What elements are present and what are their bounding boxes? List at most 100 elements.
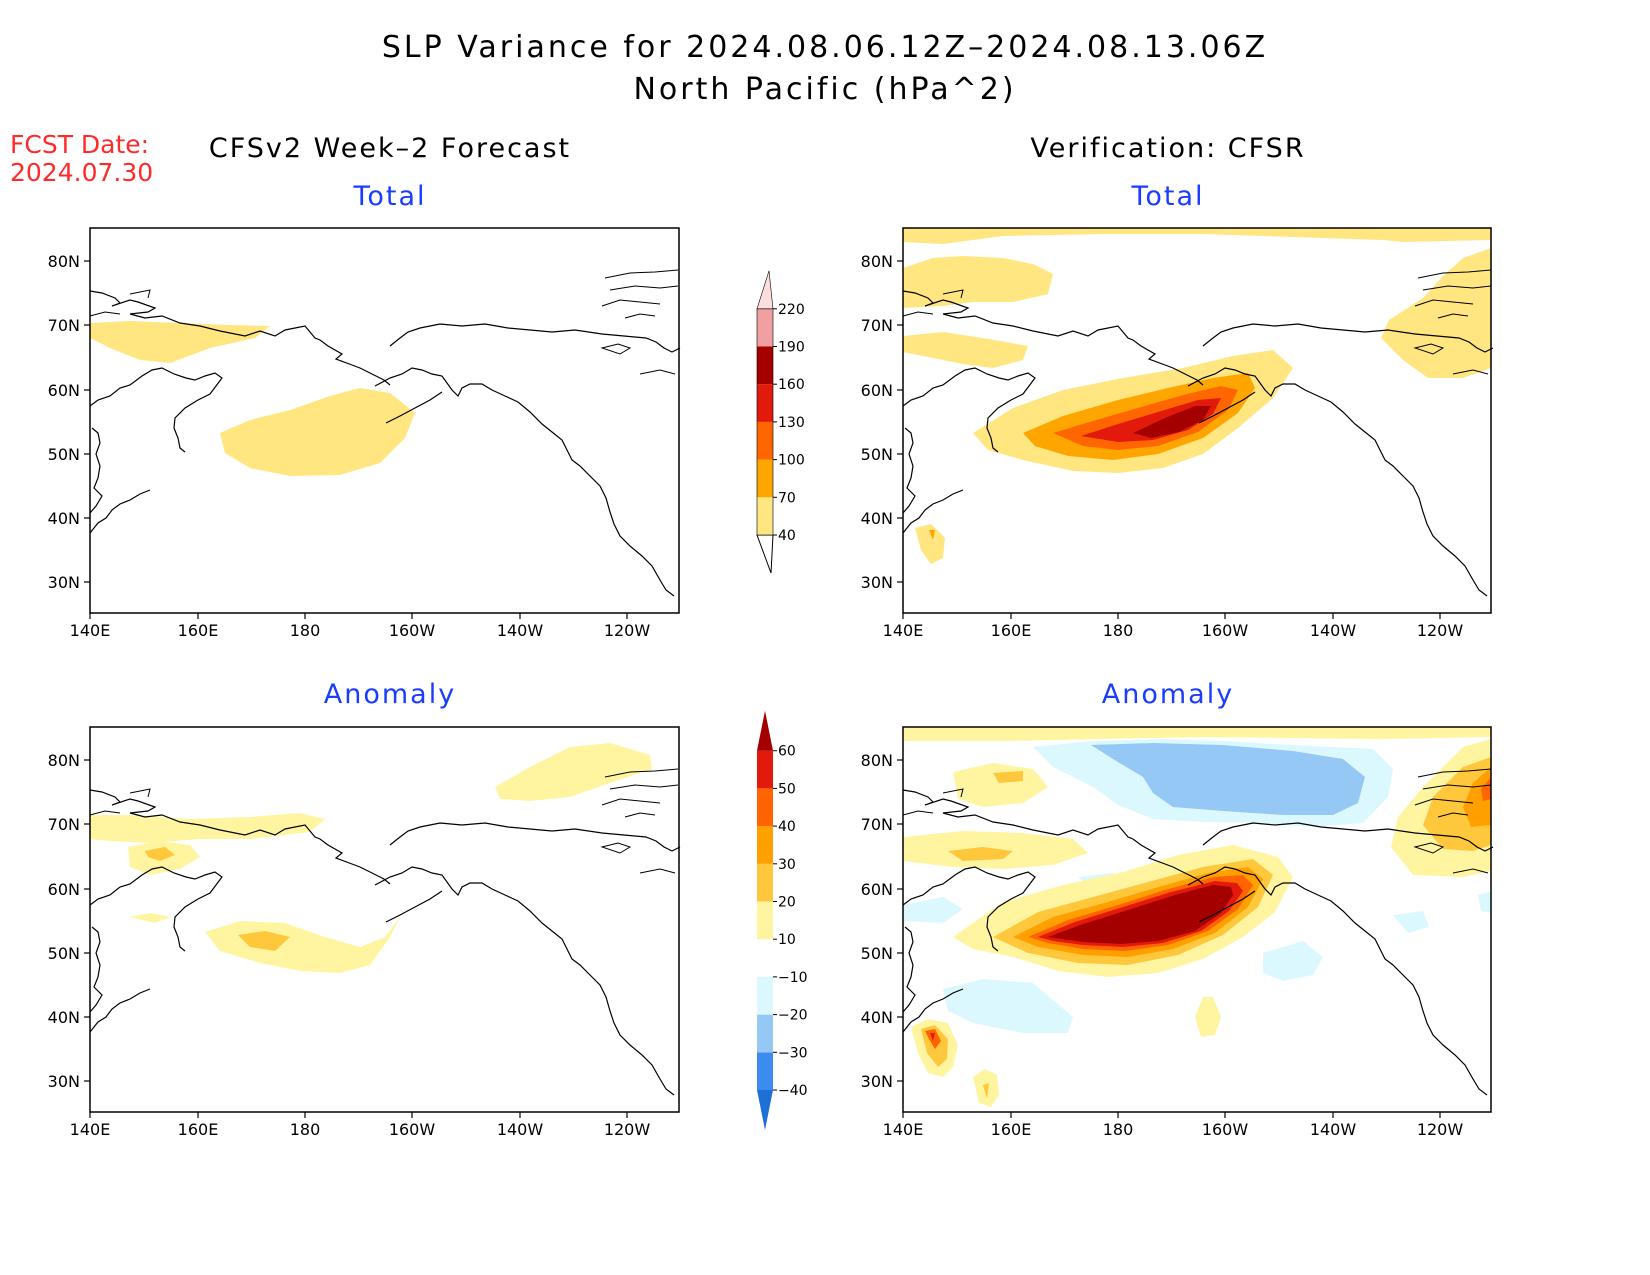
lat-tick-label: 50N [48, 944, 80, 963]
lat-tick-label: 30N [48, 1072, 80, 1091]
lon-tick-label: 180 [1103, 1120, 1134, 1139]
colorbar-segment [757, 901, 773, 940]
lat-tick-label: 70N [48, 815, 80, 834]
colorbar-label: 40 [778, 528, 796, 544]
lon-tick-label: 120W [604, 621, 651, 640]
lat-tick-label: 60N [48, 880, 80, 899]
colorbar-label: −40 [778, 1083, 808, 1099]
lat-tick-label: 40N [861, 509, 893, 528]
lat-tick-label: 60N [48, 381, 80, 400]
colorbar-label: 10 [778, 932, 796, 948]
lat-tick-label: 70N [861, 316, 893, 335]
lon-tick-label: 160E [991, 1120, 1032, 1139]
lon-tick-label: 120W [1417, 1120, 1464, 1139]
fcst-date-label: FCST Date: [10, 130, 150, 159]
lat-tick-label: 30N [48, 573, 80, 592]
colorbar-segment [757, 1014, 773, 1053]
colorbar-label: 50 [778, 781, 796, 797]
colorbar-min-extension [757, 1090, 773, 1130]
left-column-title: CFSv2 Week–2 Forecast [208, 133, 572, 164]
map-forecast-anomaly [89, 726, 681, 1113]
lat-tick-label: 40N [48, 509, 80, 528]
colorbar-label: 100 [778, 453, 805, 469]
lat-tick-label: 40N [861, 1008, 893, 1027]
right-column-title: Verification: CFSR [1030, 133, 1306, 164]
lon-tick-label: 160W [389, 621, 436, 640]
fcst-date-value: 2024.07.30 [10, 158, 154, 187]
colorbar-segment [757, 308, 773, 347]
lon-tick-label: 140E [883, 621, 924, 640]
colorbar-segment [757, 384, 773, 422]
colorbar-segment [757, 1052, 773, 1090]
panel-title-verification-total: Total [1131, 181, 1205, 212]
lon-tick-label: 140W [497, 1120, 544, 1139]
colorbar-label: 60 [778, 744, 796, 760]
colorbar-label: −10 [778, 970, 808, 986]
colorbar-label: 20 [778, 895, 796, 911]
lat-tick-label: 60N [861, 381, 893, 400]
colorbar-anomaly: −40 −30 −20 −10 10 20 30 40 50 60 [757, 710, 808, 1130]
colorbar-segment [757, 939, 773, 977]
colorbar-label: 130 [778, 415, 805, 431]
colorbar-total: 40 70 100 130 160 190 220 [756, 270, 805, 574]
lon-tick-label: 140E [70, 621, 111, 640]
lat-tick-label: 70N [48, 316, 80, 335]
lon-tick-label: 120W [1417, 621, 1464, 640]
colorbar-min-extension [756, 534, 774, 574]
colorbar-segment [757, 750, 773, 789]
lon-tick-label: 140W [1310, 1120, 1357, 1139]
lat-tick-label: 40N [48, 1008, 80, 1027]
colorbar-segment [757, 788, 773, 827]
colorbar-label: 220 [778, 302, 805, 318]
colorbar-label: 40 [778, 819, 796, 835]
lat-tick-label: 50N [861, 944, 893, 963]
lon-tick-label: 180 [290, 621, 321, 640]
map-verification-total [902, 227, 1494, 614]
lat-tick-label: 50N [48, 445, 80, 464]
lon-tick-label: 140W [1310, 621, 1357, 640]
lon-tick-label: 180 [290, 1120, 321, 1139]
colorbar-segment [757, 346, 773, 385]
lat-tick-label: 30N [861, 1072, 893, 1091]
lat-tick-label: 30N [861, 573, 893, 592]
panel-title-verification-anomaly: Anomaly [1101, 679, 1235, 710]
lat-tick-label: 60N [861, 880, 893, 899]
panel-title-forecast-anomaly: Anomaly [323, 679, 457, 710]
colorbar-label: −30 [778, 1045, 808, 1061]
lat-tick-label: 80N [48, 751, 80, 770]
colorbar-segment [757, 976, 773, 1015]
lat-tick-label: 50N [861, 445, 893, 464]
lat-tick-label: 70N [861, 815, 893, 834]
lat-tick-label: 80N [48, 252, 80, 271]
lon-tick-label: 180 [1103, 621, 1134, 640]
colorbar-segment [757, 863, 773, 902]
colorbar-segment [757, 421, 773, 460]
colorbar-label: 70 [778, 490, 796, 506]
lat-tick-label: 80N [861, 751, 893, 770]
map-forecast-total [89, 227, 681, 614]
colorbar-label: 160 [778, 377, 805, 393]
colorbar-segment [757, 826, 773, 864]
colorbar-segment [757, 497, 773, 535]
lon-tick-label: 160W [1202, 1120, 1249, 1139]
main-title: SLP Variance for 2024.08.06.12Z–2024.08.… [381, 30, 1269, 65]
lon-tick-label: 140W [497, 621, 544, 640]
lat-tick-label: 80N [861, 252, 893, 271]
panel-title-forecast-total: Total [353, 181, 427, 212]
colorbar-max-extension [756, 270, 774, 310]
lon-tick-label: 160E [178, 1120, 219, 1139]
lon-tick-label: 160W [1202, 621, 1249, 640]
lon-tick-label: 160E [991, 621, 1032, 640]
subtitle: North Pacific (hPa^2) [633, 72, 1017, 107]
lon-tick-label: 140E [70, 1120, 111, 1139]
colorbar-label: 30 [778, 857, 796, 873]
lon-tick-label: 140E [883, 1120, 924, 1139]
colorbar-label: −20 [778, 1008, 808, 1024]
colorbar-segment [757, 459, 773, 498]
lon-tick-label: 160E [178, 621, 219, 640]
lon-tick-label: 160W [389, 1120, 436, 1139]
colorbar-label: 190 [778, 340, 805, 356]
lon-tick-label: 120W [604, 1120, 651, 1139]
map-verification-anomaly [902, 726, 1494, 1113]
